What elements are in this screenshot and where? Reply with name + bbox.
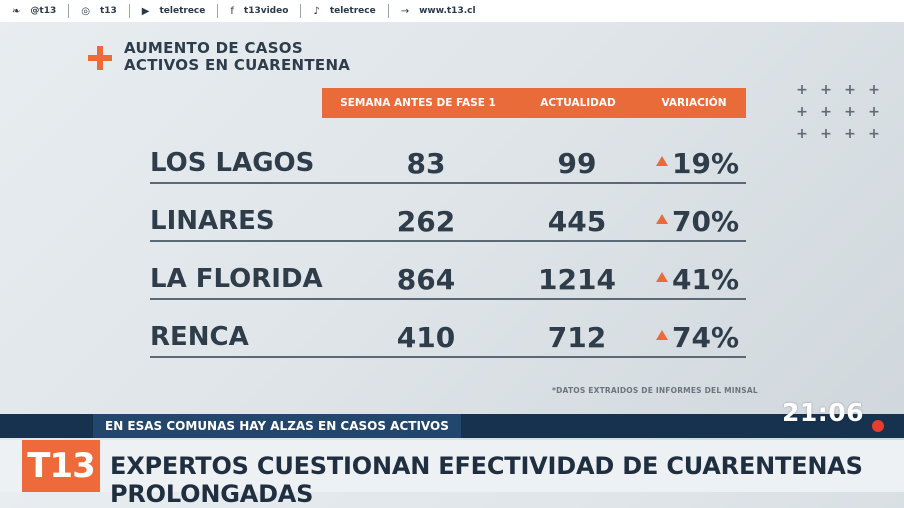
- social-bar: ❧ @t13 ◎ t13 ▶ teletrece f t13video ♪ te…: [0, 0, 904, 22]
- subheadline: EN ESAS COMUNAS HAY ALZAS EN CASOS ACTIV…: [93, 414, 461, 438]
- commune-name: LA FLORIDA: [150, 264, 323, 294]
- plus-icon: +: [820, 104, 832, 120]
- social-tiktok-label: teletrece: [329, 6, 376, 16]
- social-web[interactable]: → www.t13.cl: [389, 4, 488, 18]
- plus-icon: +: [796, 82, 808, 98]
- plus-icon: [88, 46, 112, 70]
- social-tiktok[interactable]: ♪ teletrece: [301, 4, 389, 18]
- arrow-up-icon: [656, 329, 668, 340]
- table-row: RENCA 410 712 74%: [150, 316, 746, 358]
- channel-logo: T13: [22, 440, 100, 492]
- social-twitter-label: @t13: [30, 6, 57, 16]
- social-instagram-label: t13: [99, 6, 117, 16]
- cases-now: 1214: [538, 263, 616, 296]
- table-header: SEMANA ANTES DE FASE 1 ACTUALIDAD VARIAC…: [322, 88, 746, 118]
- social-web-label: www.t13.cl: [419, 6, 476, 16]
- table-row: LINARES 262 445 70%: [150, 200, 746, 242]
- facebook-icon: f: [230, 5, 234, 17]
- cases-before: 262: [396, 205, 456, 238]
- plus-icon: +: [868, 82, 880, 98]
- social-instagram[interactable]: ◎ t13: [69, 4, 130, 18]
- column-header-before: SEMANA ANTES DE FASE 1: [340, 97, 496, 109]
- commune-name: RENCA: [150, 322, 249, 352]
- plus-icon: +: [844, 82, 856, 98]
- plus-icon: +: [844, 126, 856, 142]
- plus-icon: +: [820, 126, 832, 142]
- arrow-up-icon: [656, 155, 668, 166]
- headline-bar: [0, 440, 904, 492]
- graphic-title: AUMENTO DE CASOS ACTIVOS EN CUARENTENA: [124, 39, 351, 74]
- graphic-header: AUMENTO DE CASOS ACTIVOS EN CUARENTENA: [88, 40, 374, 74]
- decorative-plus-grid: + + + + + + + + + + + +: [790, 82, 890, 142]
- source-footnote: *DATOS EXTRAIDOS DE INFORMES DEL MINSAL: [552, 386, 758, 395]
- social-facebook[interactable]: f t13video: [218, 4, 302, 18]
- commune-name: LOS LAGOS: [150, 148, 315, 178]
- cases-before: 83: [406, 147, 446, 180]
- arrow-up-icon: [656, 213, 668, 224]
- arrow-up-icon: [656, 271, 668, 282]
- cases-now: 712: [547, 321, 607, 354]
- variation-cell: 70%: [656, 205, 739, 238]
- social-facebook-label: t13video: [243, 6, 289, 16]
- web-icon: →: [400, 5, 410, 17]
- cases-before: 410: [396, 321, 456, 354]
- headline: EXPERTOS CUESTIONAN EFECTIVIDAD DE CUARE…: [110, 452, 863, 508]
- cases-now: 445: [547, 205, 607, 238]
- variation-value: 74%: [672, 321, 740, 354]
- live-dot-icon: [872, 420, 884, 432]
- social-youtube-label: teletrece: [159, 6, 206, 16]
- variation-cell: 74%: [656, 321, 739, 354]
- cases-before: 864: [396, 263, 456, 296]
- social-twitter[interactable]: ❧ @t13: [0, 4, 70, 18]
- variation-cell: 41%: [656, 263, 739, 296]
- tiktok-icon: ♪: [313, 5, 320, 17]
- clock: 21:06: [782, 398, 865, 427]
- plus-icon: +: [820, 82, 832, 98]
- variation-value: 70%: [672, 205, 740, 238]
- commune-name: LINARES: [150, 206, 275, 236]
- variation-value: 41%: [672, 263, 740, 296]
- twitter-icon: ❧: [12, 5, 21, 17]
- plus-icon: +: [868, 126, 880, 142]
- social-youtube[interactable]: ▶ teletrece: [130, 4, 219, 18]
- plus-icon: +: [868, 104, 880, 120]
- column-header-variation: VARIACIÓN: [661, 97, 727, 109]
- table-row: LOS LAGOS 83 99 19%: [150, 142, 746, 184]
- table-row: LA FLORIDA 864 1214 41%: [150, 258, 746, 300]
- instagram-icon: ◎: [81, 5, 90, 17]
- variation-value: 19%: [672, 147, 740, 180]
- plus-icon: +: [796, 126, 808, 142]
- plus-icon: +: [796, 104, 808, 120]
- youtube-icon: ▶: [141, 5, 150, 17]
- plus-icon: +: [844, 104, 856, 120]
- logo-text: T13: [27, 446, 96, 486]
- column-header-now: ACTUALIDAD: [540, 97, 616, 109]
- variation-cell: 19%: [656, 147, 739, 180]
- cases-now: 99: [557, 147, 597, 180]
